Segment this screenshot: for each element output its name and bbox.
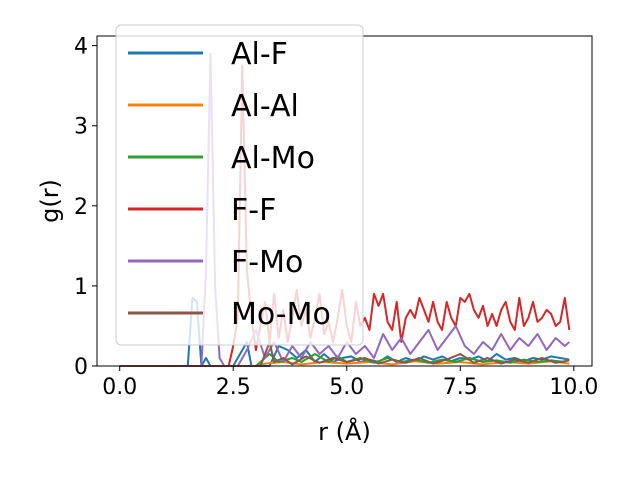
series-line-mo-mo xyxy=(119,341,570,367)
legend-label-f-f: F-F xyxy=(231,193,276,228)
legend-label-al-mo: Al-Mo xyxy=(231,141,315,176)
y-axis-label: g(r) xyxy=(36,179,64,223)
y-tick-label: 4 xyxy=(74,35,88,60)
legend-entries: Al-F Al-Al Al-Mo F-F F-Mo Mo-Mo xyxy=(128,37,331,332)
x-tick-label: 10.0 xyxy=(549,375,598,400)
legend-label-mo-mo: Mo-Mo xyxy=(231,297,331,332)
legend-label-al-f: Al-F xyxy=(231,37,288,72)
y-axis-ticks: 0 1 2 3 4 xyxy=(74,35,97,380)
legend: Al-F Al-Al Al-Mo F-F F-Mo Mo-Mo xyxy=(115,24,364,346)
y-tick-label: 0 xyxy=(74,355,88,380)
x-axis-label: r (Å) xyxy=(318,417,371,446)
series-line-f-mo xyxy=(119,52,570,367)
x-axis-ticks: 0.0 2.5 5.0 7.5 10.0 xyxy=(102,366,598,400)
legend-label-f-mo: F-Mo xyxy=(231,245,303,280)
x-tick-label: 7.5 xyxy=(443,375,478,400)
x-tick-label: 5.0 xyxy=(329,375,364,400)
y-tick-label: 1 xyxy=(74,275,88,300)
x-tick-label: 0.0 xyxy=(102,375,137,400)
x-tick-label: 2.5 xyxy=(216,375,251,400)
legend-label-al-al: Al-Al xyxy=(231,89,299,124)
y-tick-label: 3 xyxy=(74,115,88,140)
y-tick-label: 2 xyxy=(74,195,88,220)
